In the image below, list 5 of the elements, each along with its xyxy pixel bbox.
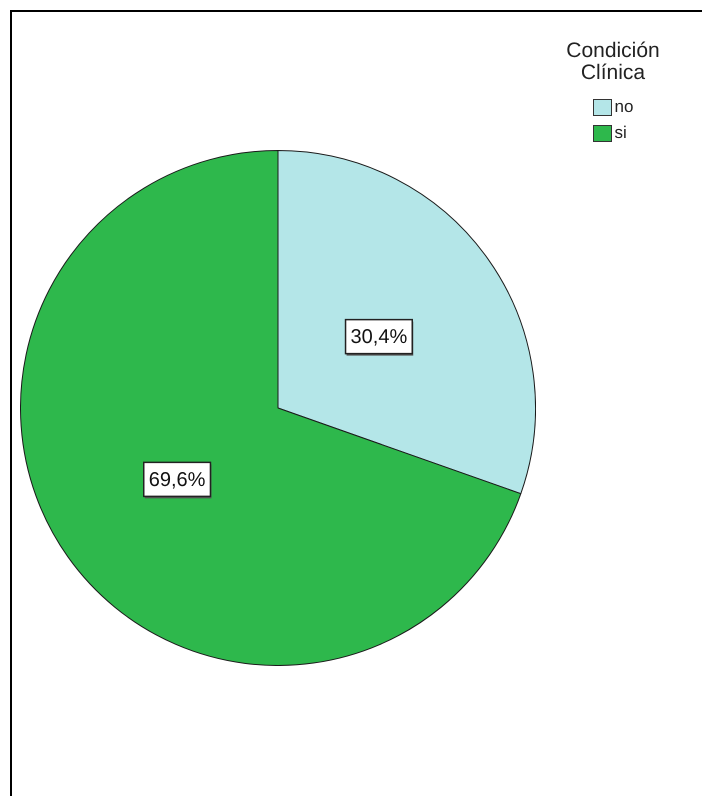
data-label: 30,4% bbox=[350, 326, 408, 348]
legend-title: Condición Clínica bbox=[565, 39, 661, 84]
legend-label: no bbox=[614, 97, 634, 117]
data-label: 69,6% bbox=[148, 468, 206, 491]
legend-label: si bbox=[614, 123, 627, 143]
